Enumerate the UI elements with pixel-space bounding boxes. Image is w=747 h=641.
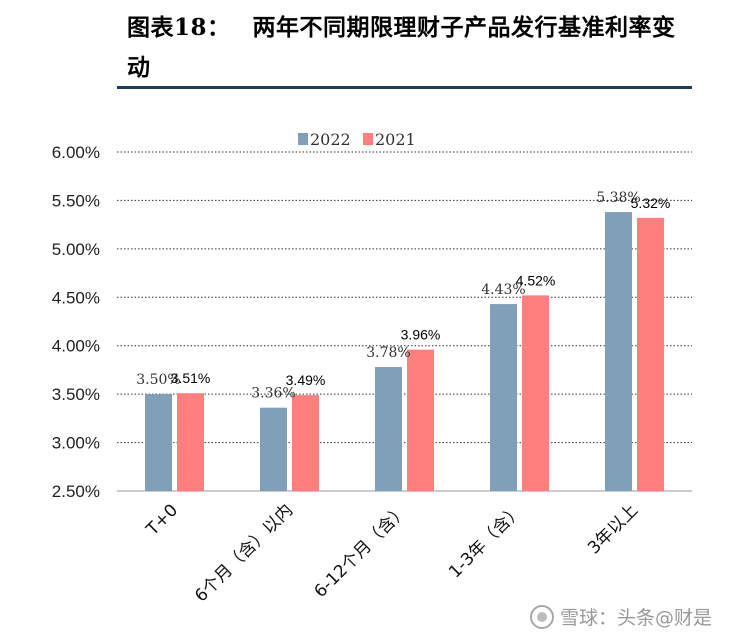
y-tick-label: 2.50%: [52, 482, 100, 501]
bar-2022-3: [490, 304, 517, 491]
legend-label-2021: 2021: [375, 130, 416, 149]
data-label-2021-0: 3.51%: [171, 370, 211, 386]
y-tick-label: 4.00%: [52, 337, 100, 356]
data-label-2022-4: 5.38%: [596, 190, 640, 206]
bar-2021-3: [522, 295, 549, 491]
bar-2021-0: [177, 393, 204, 491]
bar-2021-1: [292, 395, 319, 491]
figure-header: 图表18： 两年不同期限理财子产品发行基准利率变动: [0, 0, 747, 92]
legend: 2022 2021: [298, 130, 416, 149]
x-category-label: T+0: [142, 500, 182, 540]
figure-number: 图表18：: [127, 14, 231, 41]
bar-2021-4: [637, 217, 664, 491]
y-tick-label: 5.00%: [52, 240, 100, 259]
y-tick-label: 3.50%: [52, 385, 100, 404]
x-category-label: 1-3年（含）: [445, 500, 527, 582]
x-category-label: 6-12个月（含）: [310, 500, 412, 602]
data-label-2021-4: 5.32%: [631, 195, 671, 211]
x-axis-categories: T+0 6个月（含）以内 6-12个月（含） 1-3年（含） 3年以上: [142, 500, 642, 606]
figure-title: 图表18： 两年不同期限理财子产品发行基准利率变动: [127, 8, 687, 88]
bar-2022-0: [145, 394, 172, 491]
bar-2021-2: [407, 349, 434, 491]
data-label-2022-1: 3.36%: [251, 386, 295, 402]
data-label-2021-3: 4.52%: [516, 272, 556, 288]
data-label-2022-2: 3.78%: [366, 345, 410, 361]
bar-2022-2: [375, 367, 402, 491]
y-tick-label: 5.50%: [52, 191, 100, 210]
legend-swatch-2022: [298, 133, 308, 145]
x-category-label: 3年以上: [584, 500, 642, 558]
data-label-2022-0: 3.50%: [136, 372, 180, 388]
y-tick-label: 6.00%: [52, 143, 100, 162]
legend-label-2022: 2022: [310, 130, 351, 149]
watermark-text: 雪球：头条@财是: [560, 607, 713, 629]
gridlines: [117, 151, 692, 492]
bar-2022-4: [605, 212, 632, 491]
title-underline: [117, 86, 692, 89]
y-tick-label: 3.00%: [52, 434, 100, 453]
x-category-label: 6个月（含）以内: [191, 500, 297, 606]
data-labels: 3.50%3.51% 3.36%3.49% 3.78% 3.96% 4.43%4.52%…: [136, 190, 670, 402]
data-label-2021-2: 3.96%: [401, 327, 441, 343]
y-axis-ticks: 2.50% 3.00% 3.50% 4.00% 4.50% 5.00% 5.50% 6.00%: [52, 143, 100, 501]
data-label-2021-1: 3.49%: [286, 372, 326, 388]
data-label-2022-3: 4.43%: [481, 282, 525, 298]
y-tick-label: 4.50%: [52, 288, 100, 307]
legend-swatch-2021: [363, 133, 373, 145]
snowball-logo-icon: [530, 604, 554, 629]
bars: [145, 212, 664, 491]
watermark: 雪球：头条@财是: [530, 603, 712, 630]
bar-2022-1: [260, 407, 287, 491]
figure-title-text: 两年不同期限理财子产品发行基准利率变动: [127, 14, 676, 81]
